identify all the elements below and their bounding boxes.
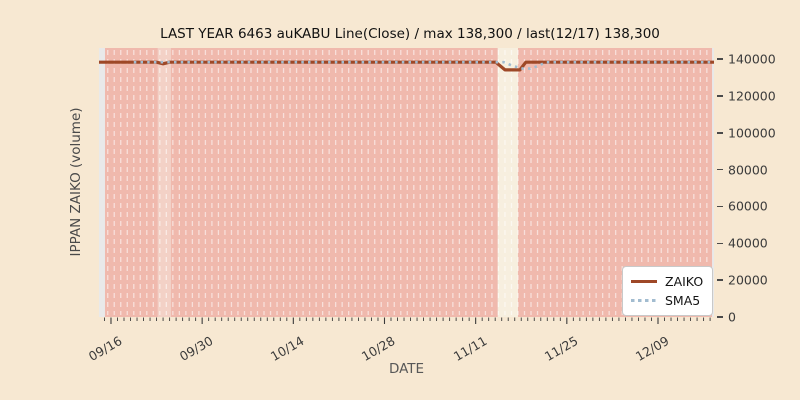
x-tick-label: 10/14 (268, 333, 307, 365)
zaiko-line-swatch-icon (631, 279, 657, 283)
legend-row-zaiko: ZAIKO (623, 274, 712, 289)
y-tick-mark (717, 168, 723, 171)
y-tick-mark (717, 95, 723, 97)
y-tick-mark (717, 132, 723, 134)
y-tick-label: 60000 (728, 198, 768, 214)
x-tick-label: 12/09 (632, 333, 672, 365)
sma5-dotted-swatch-icon (631, 299, 657, 303)
y-tick-label: 0 (728, 309, 736, 325)
y-tick-label: 100000 (728, 125, 776, 141)
x-tick-label: 09/30 (176, 333, 216, 365)
y-tick-mark (717, 242, 723, 245)
y-tick-mark (717, 279, 723, 281)
y-tick-mark (717, 58, 723, 60)
legend-label-sma5: SMA5 (665, 293, 701, 309)
legend: ZAIKO SMA5 (622, 266, 713, 316)
x-tick-label: 09/16 (85, 333, 125, 365)
plot-area (99, 48, 714, 328)
y-axis-label: IPPAN ZAIKO (volume) (68, 107, 84, 257)
plot-canvas (99, 48, 714, 324)
chart-title: LAST YEAR 6463 auKABU Line(Close) / max … (160, 26, 660, 42)
y-tick-label: 20000 (728, 272, 768, 288)
x-tick-label: 11/11 (450, 333, 490, 365)
legend-label-zaiko: ZAIKO (665, 273, 704, 289)
y-tick-label: 40000 (728, 235, 768, 251)
y-tick-label: 120000 (728, 88, 776, 104)
y-tick-mark (717, 316, 723, 318)
legend-row-sma5: SMA5 (623, 293, 712, 308)
x-tick-label: 10/28 (359, 333, 398, 365)
y-tick-label: 80000 (728, 162, 768, 178)
x-axis-label: DATE (388, 361, 425, 377)
x-tick-label: 11/25 (541, 333, 581, 365)
y-tick-label: 140000 (728, 51, 776, 67)
y-tick-mark (717, 205, 723, 208)
